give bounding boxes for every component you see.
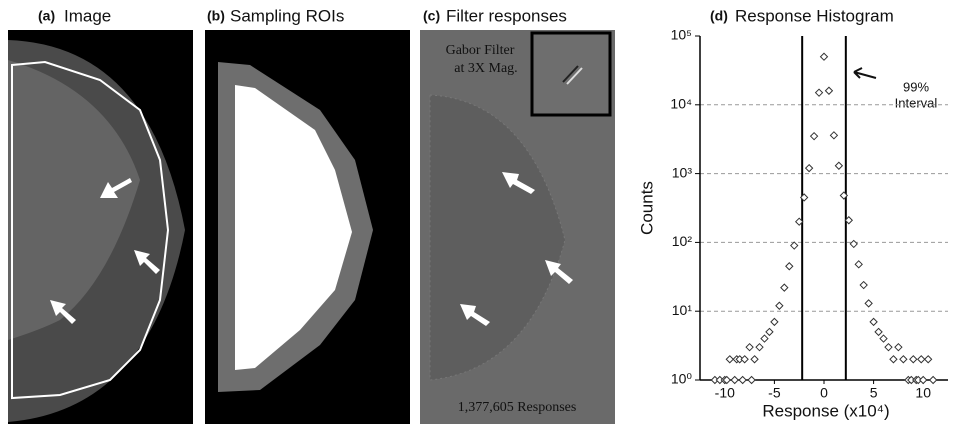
panel-title: Sampling ROIs: [230, 6, 344, 25]
annotation: 99%: [903, 79, 929, 94]
data-point: [756, 344, 763, 351]
x-tick-label: 0: [820, 385, 828, 401]
data-point: [895, 344, 902, 351]
data-point: [816, 89, 823, 96]
data-point: [855, 261, 862, 268]
data-point: [766, 328, 773, 335]
data-point: [930, 377, 937, 384]
panel-label: (b): [207, 8, 225, 24]
x-tick-label: 10: [915, 385, 931, 401]
data-point: [850, 240, 857, 247]
panel-label: (d): [710, 8, 728, 24]
data-point: [890, 356, 897, 363]
y-tick-label: 10¹: [672, 302, 693, 318]
annotation-arrow: [854, 68, 876, 78]
data-point: [726, 356, 733, 363]
x-tick-label: -5: [768, 385, 781, 401]
footer-text: 1,377,605 Responses: [458, 400, 577, 415]
histogram-chart: (d) Response Histogram Response (x10⁴) C…: [637, 6, 948, 420]
data-point: [885, 344, 892, 351]
y-tick-label: 10⁵: [671, 27, 692, 43]
data-point: [731, 377, 738, 384]
data-point: [870, 318, 877, 325]
data-point: [900, 356, 907, 363]
data-point: [865, 300, 872, 307]
data-point: [830, 132, 837, 139]
data-point: [751, 356, 758, 363]
x-axis-label: Response (x10⁴): [762, 401, 889, 420]
panel-title: Image: [64, 6, 111, 25]
panel-label: (c): [423, 8, 440, 24]
panel-c: Gabor Filter at 3X Mag. 1,377,605 Respon…: [420, 6, 615, 424]
panel-title: Filter responses: [446, 6, 567, 25]
y-tick-label: 10²: [672, 233, 693, 249]
data-point: [741, 356, 748, 363]
data-point: [910, 356, 917, 363]
inset-text: at 3X Mag.: [454, 61, 517, 76]
data-point: [781, 284, 788, 291]
panel-a: (a) Image: [8, 6, 193, 424]
data-point: [776, 302, 783, 309]
x-tick-label: 5: [870, 385, 878, 401]
y-axis-label: Counts: [637, 181, 656, 235]
data-point: [825, 87, 832, 94]
data-point: [880, 335, 887, 342]
annotation: Interval: [895, 95, 938, 110]
figure: (a) Image (b) Sampling ROIs Gabor Filter…: [0, 0, 953, 432]
data-point: [746, 344, 753, 351]
data-point: [806, 165, 813, 172]
data-point: [920, 377, 927, 384]
y-tick-label: 10⁴: [670, 96, 692, 112]
y-tick-label: 10³: [672, 164, 693, 180]
data-point: [821, 53, 828, 60]
data-point: [835, 162, 842, 169]
data-point: [761, 335, 768, 342]
inset-text: Gabor Filter: [446, 43, 515, 58]
data-point: [748, 377, 755, 384]
data-point: [925, 356, 932, 363]
data-point: [771, 318, 778, 325]
x-tick-label: -10: [715, 385, 735, 401]
data-point: [918, 356, 925, 363]
data-point: [811, 133, 818, 140]
data-point: [875, 328, 882, 335]
data-point: [786, 263, 793, 270]
y-tick-label: 10⁰: [671, 371, 693, 387]
panel-label: (a): [38, 8, 55, 24]
chart-title: Response Histogram: [735, 6, 894, 25]
data-point: [860, 282, 867, 289]
data-point: [739, 377, 746, 384]
data-point: [791, 242, 798, 249]
panel-b: (b) Sampling ROIs: [205, 6, 410, 424]
